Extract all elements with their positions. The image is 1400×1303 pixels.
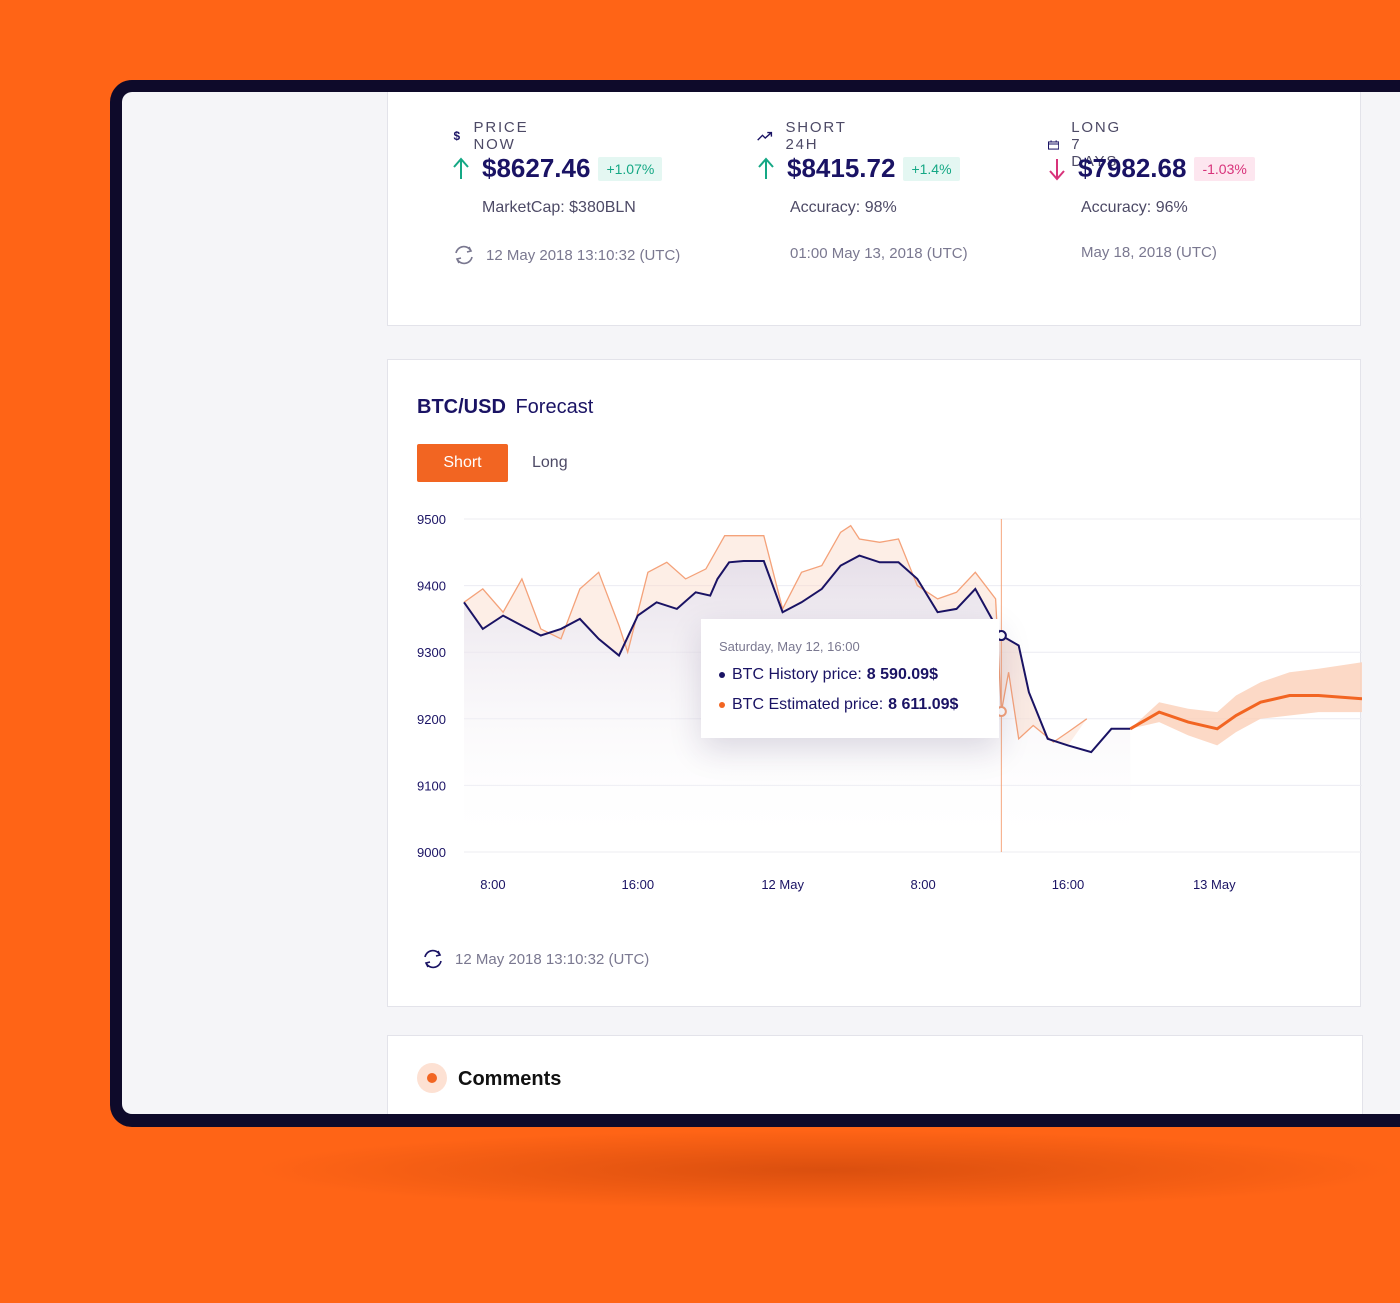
forecast-card: BTC/USD Forecast Short Long 9500 9400 9300… bbox=[387, 359, 1362, 1007]
stat-time: 01:00 May 13, 2018 (UTC) bbox=[790, 245, 968, 262]
stat-header: LONG 7 DAYS bbox=[1048, 119, 1132, 170]
x-tick-label: 16:00 bbox=[1052, 877, 1085, 892]
y-tick-label: 9500 bbox=[417, 512, 446, 527]
stat-price: $8415.72 bbox=[787, 153, 896, 183]
forecast-band bbox=[1130, 662, 1362, 746]
estimate-area bbox=[464, 525, 1087, 746]
stat-sub: Accuracy: 96% bbox=[1081, 199, 1188, 216]
stat-time-text: 01:00 May 13, 2018 (UTC) bbox=[790, 245, 968, 262]
tooltip-date: Saturday, May 12, 16:00 bbox=[719, 639, 860, 654]
tab-short[interactable]: Short bbox=[417, 444, 508, 482]
tooltip-history-row: BTC History price: 8 590.09$ bbox=[719, 666, 981, 684]
forecast-line bbox=[1129, 694, 1362, 731]
x-tick-label: 8:00 bbox=[910, 877, 935, 892]
stat-header: $ PRICE NOW bbox=[452, 119, 535, 153]
chart-title: BTC/USD Forecast bbox=[417, 396, 593, 419]
comments-card: Comments bbox=[387, 1035, 1363, 1114]
tab-long[interactable]: Long bbox=[532, 444, 568, 482]
stat-price: $8627.46 bbox=[482, 153, 591, 183]
trend-up-icon bbox=[757, 131, 773, 141]
x-tick-label: 12 May bbox=[761, 877, 804, 892]
x-tick-label: 16:00 bbox=[622, 877, 655, 892]
stat-time: May 18, 2018 (UTC) bbox=[1081, 244, 1217, 261]
stat-label: SHORT 24H bbox=[785, 119, 847, 153]
arrow-up-icon bbox=[453, 156, 469, 179]
chart-subtitle: Forecast bbox=[515, 396, 594, 418]
refresh-icon[interactable] bbox=[452, 244, 476, 266]
y-tick-label: 9400 bbox=[417, 579, 446, 594]
estimated-dot-icon bbox=[719, 702, 725, 708]
stat-price-row: $7982.68 -1.03% bbox=[1048, 153, 1255, 184]
device-shadow bbox=[250, 1130, 1400, 1210]
tooltip-estimated-label: BTC Estimated price: bbox=[732, 696, 884, 713]
y-tick-label: 9200 bbox=[417, 712, 446, 727]
chart-updated: 12 May 2018 13:10:32 (UTC) bbox=[421, 948, 649, 970]
arrow-up-icon bbox=[758, 156, 774, 179]
history-dot-icon bbox=[719, 672, 725, 678]
y-tick-label: 9100 bbox=[417, 778, 446, 793]
price-stats-card: $ PRICE NOW $8627.46 +1.07% MarketCap: $… bbox=[387, 92, 1361, 326]
stat-price: $7982.68 bbox=[1078, 153, 1187, 183]
comments-title: Comments bbox=[458, 1068, 562, 1090]
chart-tooltip: Saturday, May 12, 16:00 BTC History pric… bbox=[701, 619, 999, 738]
tooltip-estimated-value: 8 611.09$ bbox=[888, 696, 959, 713]
y-tick-label: 9000 bbox=[417, 845, 446, 860]
stat-sub: Accuracy: 98% bbox=[790, 199, 897, 216]
comments-dot-icon bbox=[417, 1063, 447, 1093]
chart-updated-text: 12 May 2018 13:10:32 (UTC) bbox=[455, 950, 650, 968]
arrow-down-icon bbox=[1049, 158, 1065, 181]
stat-price-row: $8415.72 +1.4% bbox=[757, 153, 960, 184]
stat-header: SHORT 24H bbox=[757, 119, 854, 153]
stat-time: 12 May 2018 13:10:32 (UTC) bbox=[452, 244, 680, 266]
currency-pair: BTC/USD bbox=[417, 396, 506, 418]
dollar-icon: $ bbox=[453, 129, 460, 143]
change-badge: +1.4% bbox=[903, 156, 960, 181]
change-badge: -1.03% bbox=[1194, 156, 1255, 181]
stat-price-row: $8627.46 +1.07% bbox=[452, 153, 663, 184]
calendar-icon bbox=[1048, 139, 1060, 150]
x-tick-label: 13 May bbox=[1193, 877, 1236, 892]
svg-text:$: $ bbox=[453, 129, 460, 143]
refresh-icon[interactable] bbox=[421, 948, 445, 970]
history-price-line bbox=[463, 554, 1131, 754]
stat-time-text: 12 May 2018 13:10:32 (UTC) bbox=[486, 246, 681, 264]
x-tick-label: 8:00 bbox=[480, 877, 505, 892]
y-tick-label: 9300 bbox=[417, 645, 446, 660]
screen: $ PRICE NOW $8627.46 +1.07% MarketCap: $… bbox=[122, 92, 1400, 1114]
stat-label: LONG 7 DAYS bbox=[1071, 119, 1121, 170]
tooltip-estimated-row: BTC Estimated price: 8 611.09$ bbox=[719, 696, 981, 714]
change-badge: +1.07% bbox=[598, 156, 663, 181]
tooltip-history-value: 8 590.09$ bbox=[866, 666, 938, 683]
stat-time-text: May 18, 2018 (UTC) bbox=[1081, 244, 1217, 261]
stat-label: PRICE NOW bbox=[473, 119, 529, 153]
tooltip-history-label: BTC History price: bbox=[732, 666, 862, 683]
stat-sub: MarketCap: $380BLN bbox=[482, 199, 636, 216]
